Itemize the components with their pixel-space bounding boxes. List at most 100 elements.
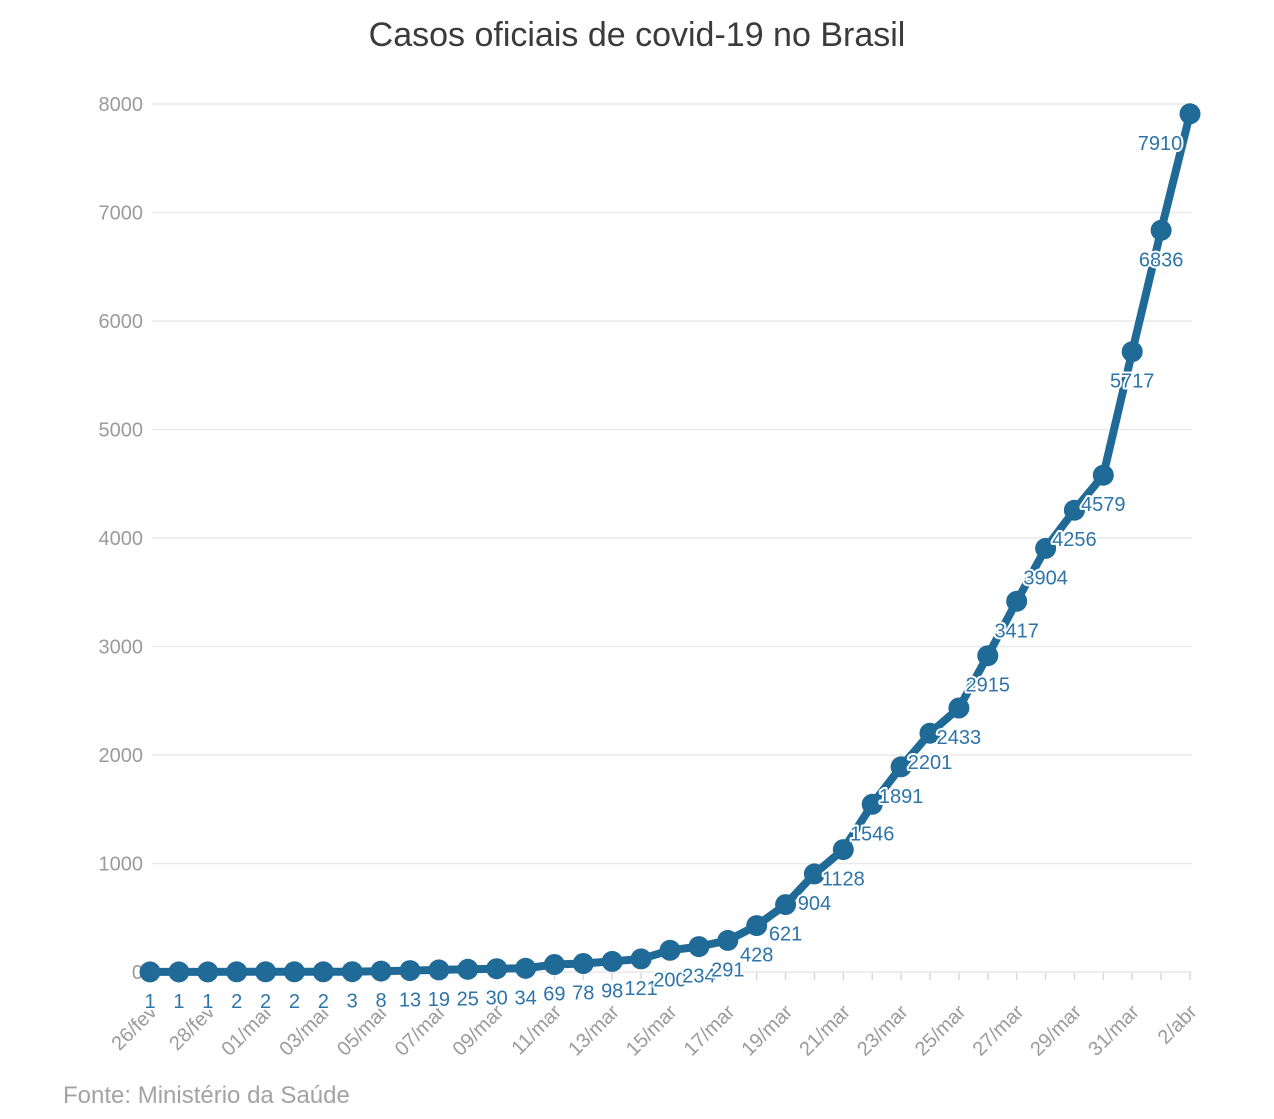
data-point-label: 1 [202, 991, 213, 1013]
data-point[interactable] [168, 961, 190, 983]
y-axis-tick-label: 6000 [99, 311, 144, 333]
x-axis-tick-label: 11/mar [507, 1001, 566, 1060]
data-point-label: 7910 [1138, 133, 1183, 155]
data-point[interactable] [486, 958, 508, 980]
data-point[interactable] [861, 793, 883, 815]
data-point-label: 78 [572, 983, 594, 1005]
data-point-label: 13 [399, 990, 421, 1012]
data-point[interactable] [1150, 219, 1172, 241]
data-point-label: 69 [543, 984, 565, 1006]
data-point-label: 291 [711, 959, 744, 981]
data-point-label: 3417 [994, 620, 1039, 642]
data-point-label: 2 [231, 991, 242, 1013]
x-axis-tick-label: 27/mar [969, 1001, 1029, 1061]
data-point[interactable] [717, 929, 739, 951]
y-axis-tick-label: 5000 [99, 420, 144, 442]
series-line [146, 109, 1194, 976]
x-axis-tick-label: 15/mar [622, 1001, 682, 1061]
data-point[interactable] [948, 697, 970, 719]
x-axis-tick-label: 21/mar [795, 1001, 855, 1061]
data-point[interactable] [312, 961, 334, 983]
data-point[interactable] [1035, 537, 1057, 559]
source-note: Fonte: Ministério da Saúde [63, 1082, 350, 1109]
x-axis-tick-label: 19/mar [738, 1001, 798, 1061]
chart-title: Casos oficiais de covid-19 no Brasil [368, 16, 906, 54]
data-point[interactable] [1121, 341, 1143, 363]
data-point[interactable] [832, 839, 854, 861]
y-axis-tick-label: 8000 [99, 94, 144, 116]
data-point-label: 3904 [1023, 567, 1068, 589]
data-point[interactable] [746, 915, 768, 937]
data-point-label: 25 [457, 988, 479, 1010]
data-point-label: 121 [624, 978, 657, 1000]
y-axis-tick-label: 7000 [99, 203, 144, 225]
data-point[interactable] [601, 950, 623, 972]
data-point-label: 428 [740, 945, 773, 967]
data-point-label: 2 [289, 991, 300, 1013]
data-point[interactable] [688, 936, 710, 958]
data-point[interactable] [399, 960, 421, 982]
data-point-label: 621 [769, 924, 802, 946]
data-point[interactable] [370, 960, 392, 982]
data-point-label: 2 [260, 991, 271, 1013]
data-point-label: 34 [514, 987, 536, 1009]
data-point[interactable] [919, 722, 941, 744]
data-point[interactable] [775, 894, 797, 916]
data-point-label: 1546 [850, 823, 895, 845]
data-point-label: 5717 [1110, 371, 1155, 393]
data-point[interactable] [543, 954, 565, 975]
data-point[interactable] [139, 961, 161, 983]
data-point-label: 200 [653, 969, 686, 991]
data-point-label: 3 [347, 991, 358, 1013]
data-point[interactable] [630, 948, 652, 970]
data-point[interactable] [226, 961, 248, 983]
data-point-label: 1128 [822, 869, 865, 891]
data-point-label: 4256 [1052, 529, 1097, 551]
data-point[interactable] [341, 961, 363, 983]
y-axis-tick-label: 2000 [99, 745, 144, 767]
data-point-label: 1891 [879, 786, 924, 808]
x-axis-tick-label: 31/mar [1084, 1001, 1144, 1061]
data-point-label: 8 [376, 990, 387, 1012]
data-point-label: 904 [798, 893, 831, 915]
data-point[interactable] [1179, 103, 1201, 125]
x-axis-tick-label: 2/abr [1154, 1001, 1202, 1049]
data-point-label: 30 [486, 988, 508, 1010]
data-point[interactable] [572, 953, 594, 974]
data-point[interactable] [1092, 464, 1114, 486]
data-point-label: 234 [682, 966, 715, 988]
data-point[interactable] [890, 756, 912, 778]
y-axis-tick-label: 0 [132, 962, 143, 984]
data-point[interactable] [977, 645, 999, 667]
x-axis-tick-label: 17/mar [680, 1001, 740, 1061]
data-point[interactable] [1063, 499, 1085, 521]
y-axis-tick-label: 3000 [99, 637, 144, 659]
data-point[interactable] [457, 958, 479, 980]
y-axis-tick-label: 1000 [99, 854, 144, 876]
data-point-label: 2433 [937, 727, 982, 749]
data-point-label: 1 [173, 991, 184, 1013]
data-point[interactable] [255, 961, 277, 983]
y-axis-tick-label: 4000 [99, 528, 144, 550]
data-point-label: 2201 [908, 752, 953, 774]
data-point-label: 6836 [1139, 249, 1184, 271]
x-axis-tick-label: 13/mar [564, 1001, 624, 1061]
data-point[interactable] [515, 957, 537, 979]
data-point[interactable] [659, 939, 681, 961]
data-point-label: 98 [601, 980, 623, 1002]
x-axis-tick-label: 29/mar [1026, 1001, 1086, 1061]
data-point[interactable] [283, 961, 305, 983]
data-point-label: 1 [144, 991, 155, 1013]
data-point-label: 2915 [966, 675, 1011, 697]
x-axis-tick-label: 23/mar [853, 1001, 913, 1061]
data-point[interactable] [428, 959, 450, 981]
data-point-label: 19 [428, 989, 450, 1011]
x-axis-tick-label: 25/mar [911, 1001, 971, 1061]
data-point[interactable] [1006, 590, 1028, 612]
data-point[interactable] [197, 961, 219, 983]
data-point[interactable] [803, 863, 825, 885]
data-point-label: 4579 [1081, 494, 1126, 516]
data-point-label: 2 [318, 991, 329, 1013]
